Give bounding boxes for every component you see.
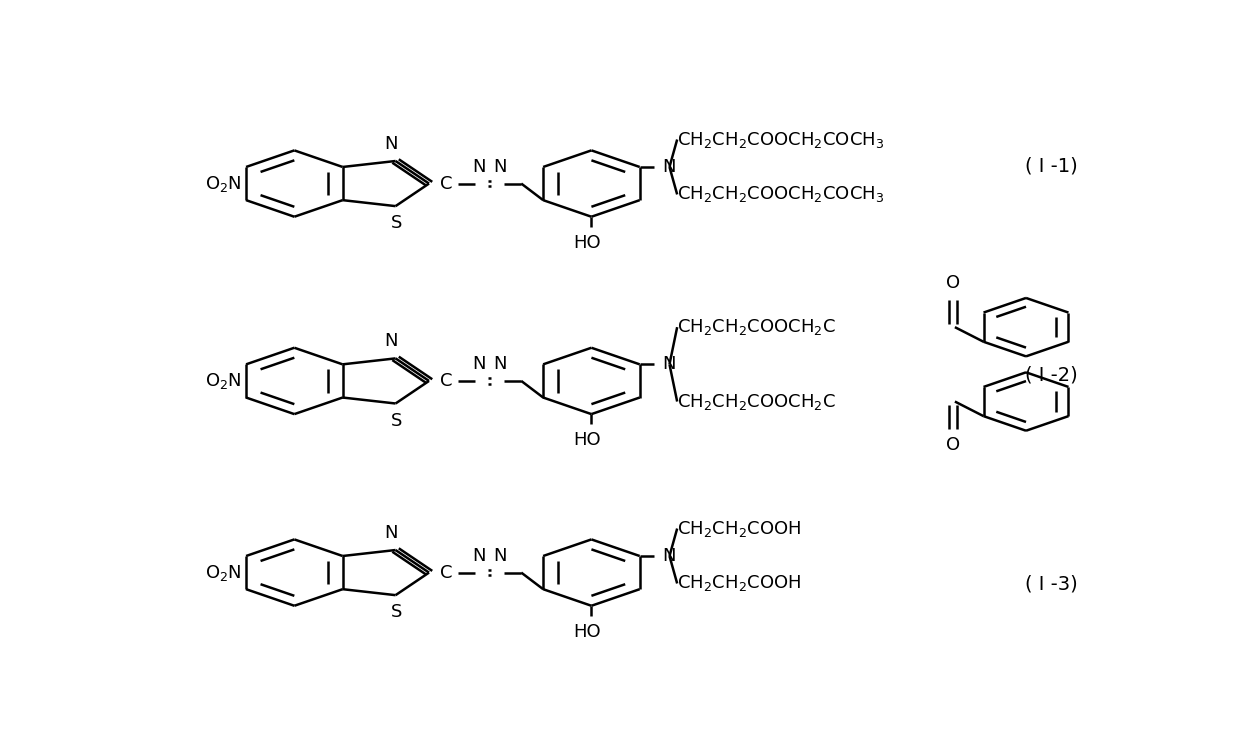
Text: N: N bbox=[662, 158, 676, 176]
Text: N: N bbox=[472, 547, 486, 565]
Text: N: N bbox=[662, 355, 676, 373]
Text: S: S bbox=[391, 412, 402, 429]
Text: N: N bbox=[472, 158, 486, 176]
Text: N: N bbox=[384, 332, 398, 351]
Text: HO: HO bbox=[573, 623, 600, 641]
Text: HO: HO bbox=[573, 431, 600, 450]
Text: O$_2$N: O$_2$N bbox=[205, 562, 242, 583]
Text: CH$_2$CH$_2$COOH: CH$_2$CH$_2$COOH bbox=[677, 519, 801, 539]
Text: N: N bbox=[384, 135, 398, 153]
Text: O$_2$N: O$_2$N bbox=[205, 174, 242, 194]
Text: C: C bbox=[440, 175, 453, 192]
Text: N: N bbox=[662, 547, 676, 565]
Text: S: S bbox=[391, 214, 402, 232]
Text: ( I -1): ( I -1) bbox=[1024, 157, 1078, 176]
Text: O: O bbox=[946, 274, 960, 292]
Text: CH$_2$CH$_2$COOCH$_2$C: CH$_2$CH$_2$COOCH$_2$C bbox=[677, 317, 836, 337]
Text: N: N bbox=[472, 355, 486, 374]
Text: N: N bbox=[494, 158, 507, 176]
Text: S: S bbox=[391, 603, 402, 621]
Text: HO: HO bbox=[573, 234, 600, 252]
Text: O$_2$N: O$_2$N bbox=[205, 371, 242, 391]
Text: CH$_2$CH$_2$COOCH$_2$COCH$_3$: CH$_2$CH$_2$COOCH$_2$COCH$_3$ bbox=[677, 129, 884, 149]
Text: N: N bbox=[384, 524, 398, 542]
Text: O: O bbox=[946, 436, 960, 455]
Text: CH$_2$CH$_2$COOH: CH$_2$CH$_2$COOH bbox=[677, 574, 801, 594]
Text: C: C bbox=[440, 564, 453, 582]
Text: C: C bbox=[440, 372, 453, 390]
Text: CH$_2$CH$_2$COOCH$_2$COCH$_3$: CH$_2$CH$_2$COOCH$_2$COCH$_3$ bbox=[677, 184, 884, 204]
Text: ( I -3): ( I -3) bbox=[1024, 574, 1078, 594]
Text: N: N bbox=[494, 547, 507, 565]
Text: ( I -2): ( I -2) bbox=[1024, 366, 1078, 385]
Text: CH$_2$CH$_2$COOCH$_2$C: CH$_2$CH$_2$COOCH$_2$C bbox=[677, 392, 836, 412]
Text: N: N bbox=[494, 355, 507, 374]
